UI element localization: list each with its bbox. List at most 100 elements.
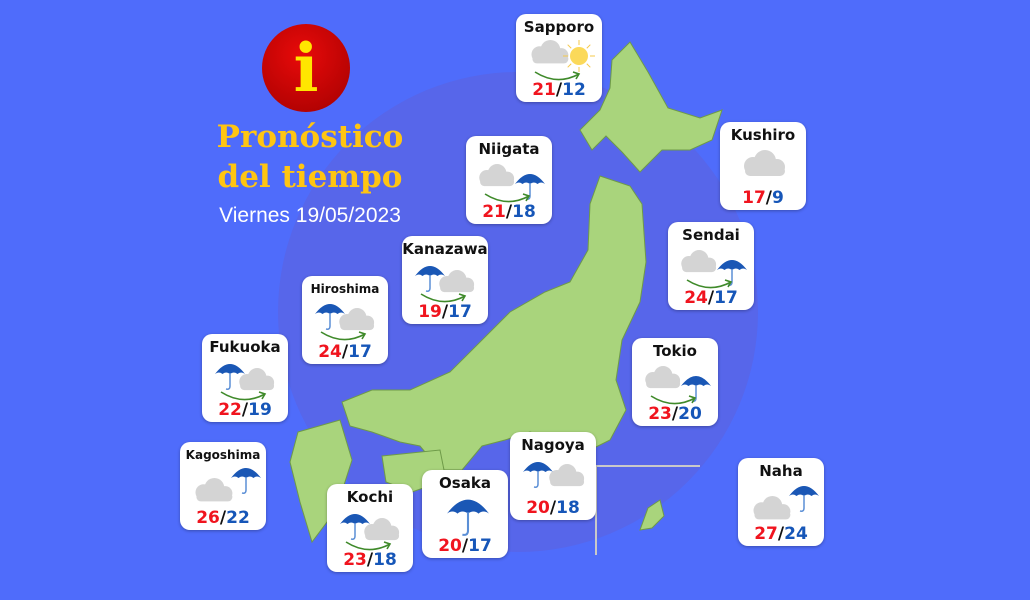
umbrella-icon: [415, 266, 445, 292]
city-card-fukuoka: Fukuoka 22/19: [202, 334, 288, 422]
arrow-icon: [420, 293, 467, 303]
city-card-hiroshima: Hiroshima 24/17: [302, 276, 388, 364]
min-temp: 9: [772, 188, 784, 208]
cloud-icon: [195, 478, 233, 502]
temperatures: 20/17: [422, 536, 508, 556]
separator: /: [555, 80, 563, 100]
inset-divider: [595, 465, 597, 555]
temperatures: 21/12: [516, 80, 602, 100]
city-card-niigata: Niigata 21/18: [466, 136, 552, 224]
arrow-icon: [686, 279, 733, 289]
arrow-icon: [534, 71, 581, 81]
temperatures: 24/17: [302, 342, 388, 362]
separator: /: [671, 404, 679, 424]
max-temp: 26: [196, 508, 220, 528]
city-card-kagoshima: Kagoshima 26/22: [180, 442, 266, 530]
min-temp: 17: [468, 536, 492, 556]
weather-icon-cloud-to-sun: [531, 40, 595, 81]
separator: /: [549, 498, 557, 518]
city-card-nagoya: Nagoya 20/18: [510, 432, 596, 520]
max-temp: 23: [648, 404, 672, 424]
arrow-icon: [345, 541, 392, 551]
arrow-icon: [650, 395, 697, 405]
umbrella-icon: [340, 514, 370, 540]
min-temp: 24: [784, 524, 808, 544]
separator: /: [765, 188, 773, 208]
city-name: Tokio: [653, 342, 697, 360]
arrow-icon: [320, 331, 367, 341]
temperatures: 17/9: [720, 188, 806, 208]
sun-icon: [563, 40, 595, 72]
cloud-icon: [339, 308, 375, 331]
city-card-naha: Naha 27/24: [738, 458, 824, 546]
city-name: Sapporo: [523, 18, 595, 36]
weather-icon-rain: [447, 499, 489, 536]
min-temp: 12: [562, 80, 586, 100]
min-temp: 17: [714, 288, 738, 308]
weather-icon-rain-to-cloud: [315, 304, 375, 341]
city-name: Nagoya: [521, 436, 585, 454]
temperatures: 20/18: [510, 498, 596, 518]
cloud-icon: [531, 40, 569, 64]
max-temp: 23: [343, 550, 367, 570]
separator: /: [777, 524, 785, 544]
city-name: Kanazawa: [402, 240, 488, 258]
title-line1: Pronóstico: [216, 119, 404, 155]
umbrella-icon: [231, 468, 261, 494]
weather-icon-cloud-to-rain: [681, 250, 747, 289]
umbrella-icon: [681, 376, 711, 402]
separator: /: [219, 508, 227, 528]
temperatures: 26/22: [180, 508, 266, 528]
max-temp: 21: [482, 202, 506, 222]
cloud-icon: [239, 368, 275, 391]
umbrella-icon: [215, 364, 245, 390]
cloud-icon: [681, 250, 717, 273]
title-line2: del tiempo: [217, 159, 403, 195]
city-card-osaka: Osaka 20/17: [422, 470, 508, 558]
min-temp: 20: [678, 404, 702, 424]
cloud-icon: [364, 518, 400, 541]
max-temp: 24: [318, 342, 342, 362]
cloud-icon: [479, 164, 515, 187]
min-temp: 18: [556, 498, 580, 518]
city-card-sapporo: Sapporo 21/12: [516, 14, 602, 102]
city-name: Kochi: [346, 488, 394, 506]
temperatures: 22/19: [202, 400, 288, 420]
city-name: Niigata: [478, 140, 540, 158]
weather-icon-rain-to-cloud: [340, 514, 400, 551]
city-name: Fukuoka: [209, 338, 281, 356]
separator: /: [707, 288, 715, 308]
max-temp: 20: [526, 498, 550, 518]
min-temp: 17: [448, 302, 472, 322]
cloud-icon: [549, 464, 585, 487]
weather-icon-cloud-and-rain: [195, 468, 261, 502]
city-card-tokio: Tokio 23/20: [632, 338, 718, 426]
city-card-sendai: Sendai 24/17: [668, 222, 754, 310]
arrow-icon: [220, 391, 267, 401]
hokkaido: [579, 41, 723, 173]
city-card-kushiro: Kushiro 17/9: [720, 122, 806, 210]
max-temp: 27: [754, 524, 778, 544]
umbrella-icon: [717, 260, 747, 286]
separator: /: [441, 302, 449, 322]
city-name: Osaka: [439, 474, 491, 492]
temperatures: 21/18: [466, 202, 552, 222]
info-icon: i: [262, 24, 350, 112]
min-temp: 18: [373, 550, 397, 570]
umbrella-icon: [447, 499, 489, 536]
min-temp: 22: [226, 508, 250, 528]
weather-icon-rain-and-cloud: [523, 462, 585, 488]
city-name: Kagoshima: [185, 448, 261, 462]
okinawa-islands: [639, 499, 665, 531]
umbrella-icon: [315, 304, 345, 330]
separator: /: [366, 550, 374, 570]
max-temp: 22: [218, 400, 242, 420]
cloud-icon: [645, 366, 681, 389]
cloud-icon: [439, 270, 475, 293]
separator: /: [341, 342, 349, 362]
max-temp: 20: [438, 536, 462, 556]
inset-divider: [596, 465, 700, 467]
max-temp: 24: [684, 288, 708, 308]
temperatures: 23/20: [632, 404, 718, 424]
